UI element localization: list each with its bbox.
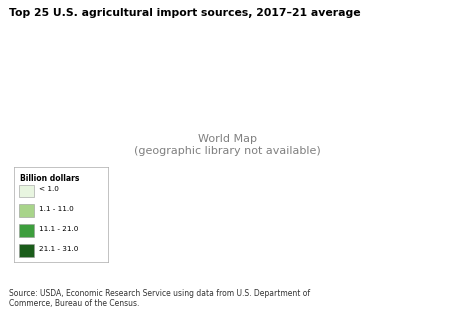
Text: 11.1 - 21.0: 11.1 - 21.0	[39, 226, 78, 232]
Text: Source: USDA, Economic Research Service using data from U.S. Department of
Comme: Source: USDA, Economic Research Service …	[9, 289, 310, 308]
Bar	[19, 204, 34, 217]
Bar	[19, 185, 34, 197]
Text: World Map
(geographic library not available): World Map (geographic library not availa…	[134, 134, 320, 156]
Text: < 1.0: < 1.0	[39, 186, 59, 192]
Text: Billion dollars: Billion dollars	[20, 174, 80, 183]
Text: Top 25 U.S. agricultural import sources, 2017–21 average: Top 25 U.S. agricultural import sources,…	[9, 8, 360, 18]
Text: 1.1 - 11.0: 1.1 - 11.0	[39, 206, 74, 212]
Text: 21.1 - 31.0: 21.1 - 31.0	[39, 246, 78, 252]
Bar	[19, 224, 34, 237]
Bar	[19, 244, 34, 257]
